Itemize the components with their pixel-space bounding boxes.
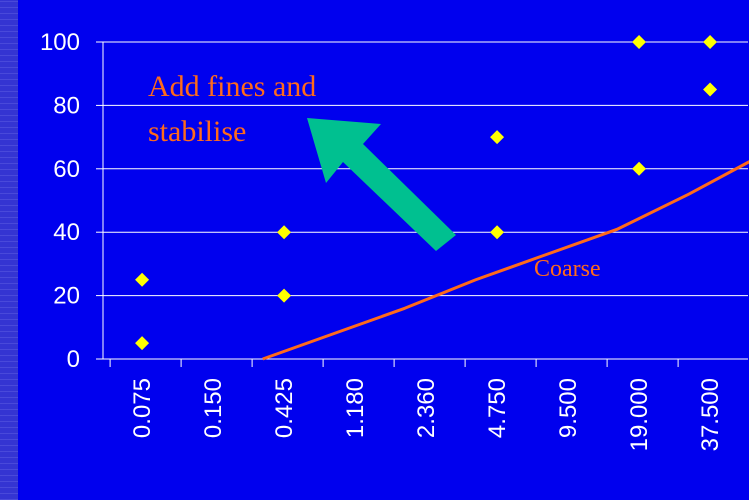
x-tick-label: 0.425 (271, 378, 298, 438)
data-point (135, 272, 150, 287)
y-tick-labels: 0 20 40 60 80 100 (40, 29, 80, 373)
data-point (135, 336, 150, 351)
data-point (490, 225, 505, 240)
x-tick-label: 37.500 (697, 378, 724, 451)
x-tick-label: 1.180 (342, 378, 369, 438)
axes (96, 41, 748, 367)
x-tick-label: 4.750 (484, 378, 511, 438)
y-tick-label: 100 (40, 29, 80, 56)
x-tick-label: 19.000 (626, 378, 653, 451)
x-tick-label: 9.500 (555, 378, 582, 438)
direction-arrow (307, 118, 456, 251)
data-point (490, 130, 505, 145)
data-point (703, 35, 718, 49)
annotation-stabilise: stabilise (148, 115, 246, 148)
y-tick-label: 0 (67, 346, 80, 373)
data-point (277, 288, 292, 303)
chart-background (18, 0, 749, 500)
annotation-add-fines: Add fines and (148, 70, 316, 103)
annotations: Add fines and stabilise Coarse (148, 70, 601, 282)
x-tick-label: 0.075 (129, 378, 156, 438)
data-point (703, 82, 718, 97)
y-tick-label: 20 (53, 283, 80, 310)
y-tick-label: 40 (53, 219, 80, 246)
x-tick-label: 0.150 (200, 378, 227, 438)
x-tick-label: 2.360 (413, 378, 440, 438)
coarse-line (262, 160, 749, 361)
data-point (632, 161, 647, 176)
annotation-coarse: Coarse (534, 256, 601, 282)
data-point (632, 35, 647, 49)
y-tick-label: 80 (53, 92, 80, 119)
data-point (277, 225, 292, 240)
data-series (135, 35, 749, 361)
x-tick-labels: 0.075 0.150 0.425 1.180 2.360 4.750 9.500 19.00… (129, 378, 724, 451)
y-tick-label: 60 (53, 156, 80, 183)
